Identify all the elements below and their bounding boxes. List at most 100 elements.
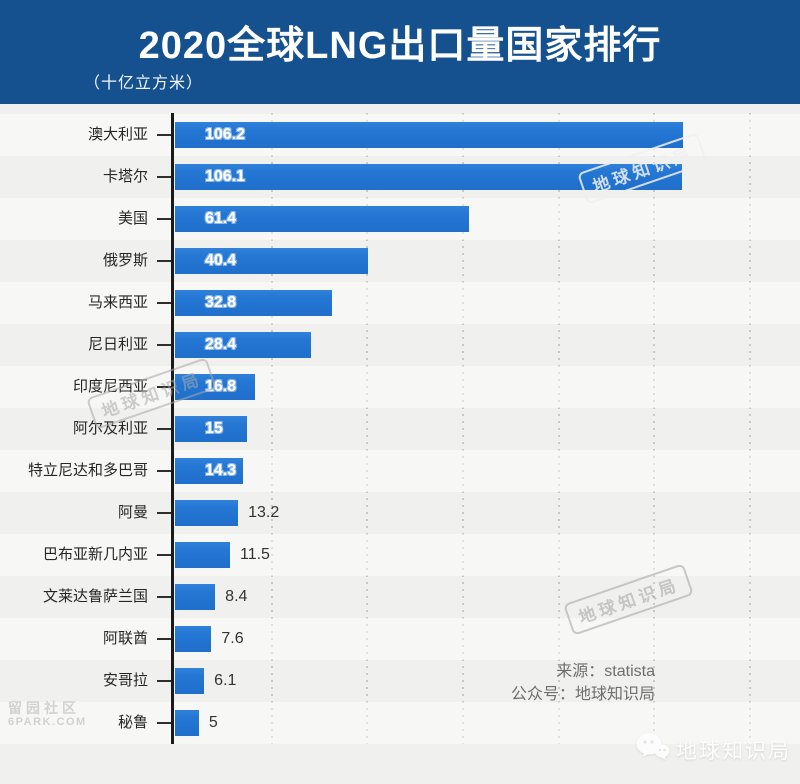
category-label: 马来西亚	[87, 294, 148, 311]
bar	[175, 584, 216, 610]
bar	[175, 668, 205, 694]
bar	[175, 332, 311, 358]
gridline	[653, 113, 656, 744]
value-label: 15	[205, 420, 223, 437]
row-stripe	[0, 366, 800, 408]
axis-tick	[157, 512, 172, 514]
value-label: 5	[208, 714, 218, 731]
value-label: 106.1	[205, 168, 246, 185]
value-label: 16.8	[205, 378, 237, 395]
bar-row: 尼日利亚 28.4	[0, 324, 800, 366]
row-stripe	[0, 534, 800, 576]
category-label: 美国	[117, 210, 148, 227]
axis-tick	[157, 344, 172, 346]
category-label: 巴布亚新几内亚	[42, 546, 148, 563]
bar-row: 美国 61.4	[0, 198, 800, 240]
axis-tick	[157, 680, 172, 682]
value-label: 8.4	[225, 588, 248, 605]
brand-watermark-label: 地球知识局	[676, 740, 791, 763]
row-stripe	[0, 702, 800, 744]
category-label: 俄罗斯	[102, 252, 148, 269]
bar	[175, 374, 256, 400]
axis-tick	[157, 722, 172, 724]
header-banner: 2020全球LNG出口量国家排行 （十亿立方米）	[0, 0, 800, 104]
bar	[175, 164, 683, 190]
wechat-icon	[636, 733, 670, 767]
axis-tick	[157, 596, 172, 598]
value-label: 106.2	[205, 126, 246, 143]
site-watermark-url: 6PARK.COM	[8, 716, 87, 728]
source-note: 来源：statista 公众号：地球知识局	[511, 660, 655, 706]
bar-row: 阿联酋 7.6	[0, 618, 800, 660]
bar	[175, 206, 469, 232]
row-stripe	[0, 282, 800, 324]
bar-row: 马来西亚 32.8	[0, 282, 800, 324]
bar-row: 阿曼 13.2	[0, 492, 800, 534]
category-label: 秘鲁	[117, 714, 148, 731]
bar	[175, 500, 239, 526]
bar-row: 特立尼达和多巴哥 14.3	[0, 450, 800, 492]
bar	[175, 122, 683, 148]
category-label: 卡塔尔	[102, 168, 148, 185]
value-label: 28.4	[205, 336, 237, 353]
site-watermark: 留园社区 6PARK.COM	[8, 701, 87, 729]
category-label: 阿曼	[117, 504, 148, 521]
value-label: 11.5	[240, 546, 270, 563]
gridline	[748, 113, 751, 744]
row-stripe	[0, 450, 800, 492]
bar-row: 秘鲁 5	[0, 702, 800, 744]
value-label: 14.3	[205, 462, 237, 479]
value-label: 40.4	[205, 252, 237, 269]
axis-tick	[157, 218, 172, 220]
category-label: 安哥拉	[102, 672, 148, 689]
category-label: 阿尔及利亚	[72, 420, 148, 437]
axis-tick	[157, 638, 172, 640]
brand-watermark: 地球知识局	[636, 733, 791, 767]
bar	[175, 416, 247, 442]
bar	[175, 248, 369, 274]
bar	[175, 542, 230, 568]
axis-tick	[157, 386, 172, 388]
bar-row: 阿尔及利亚 15	[0, 408, 800, 450]
site-watermark-name: 留园社区	[8, 700, 80, 716]
gridline	[366, 113, 369, 744]
axis-tick	[157, 470, 172, 472]
axis-tick	[157, 176, 172, 178]
bar	[175, 458, 244, 484]
bar-row: 巴布亚新几内亚 11.5	[0, 534, 800, 576]
bar-row: 印度尼西亚 16.8	[0, 366, 800, 408]
unit-label: （十亿立方米）	[84, 75, 204, 92]
row-stripe	[0, 618, 800, 660]
source-line: 来源：statista	[556, 663, 655, 680]
category-label: 印度尼西亚	[72, 378, 148, 395]
axis-tick	[157, 428, 172, 430]
gridline	[557, 113, 560, 744]
bar	[175, 626, 212, 652]
gridline	[270, 113, 273, 744]
bar-row: 澳大利亚 106.2	[0, 114, 800, 156]
category-label: 特立尼达和多巴哥	[27, 462, 148, 479]
axis-tick	[157, 302, 172, 304]
axis-tick	[157, 554, 172, 556]
bar-rows: 澳大利亚 106.2 卡塔尔 106.1 美国 61.4 俄罗斯 40.4 马来…	[0, 114, 800, 744]
category-label: 文莱达鲁萨兰国	[42, 588, 148, 605]
y-axis-line	[171, 113, 174, 744]
value-label: 61.4	[205, 210, 237, 227]
bar-row: 文莱达鲁萨兰国 8.4	[0, 576, 800, 618]
bar-row: 安哥拉 6.1	[0, 660, 800, 702]
category-label: 阿联酋	[102, 630, 148, 647]
value-label: 32.8	[205, 294, 237, 311]
bar-row: 卡塔尔 106.1	[0, 156, 800, 198]
axis-tick	[157, 260, 172, 262]
value-label: 13.2	[248, 504, 280, 521]
account-line: 公众号：地球知识局	[510, 686, 655, 703]
axis-tick	[157, 134, 172, 136]
bar	[175, 710, 199, 736]
category-label: 尼日利亚	[87, 336, 148, 353]
category-label: 澳大利亚	[87, 126, 148, 143]
bar	[175, 290, 332, 316]
value-label: 7.6	[221, 630, 244, 647]
gridline	[461, 113, 464, 744]
bar-row: 俄罗斯 40.4	[0, 240, 800, 282]
chart-title: 2020全球LNG出口量国家排行	[138, 25, 662, 67]
